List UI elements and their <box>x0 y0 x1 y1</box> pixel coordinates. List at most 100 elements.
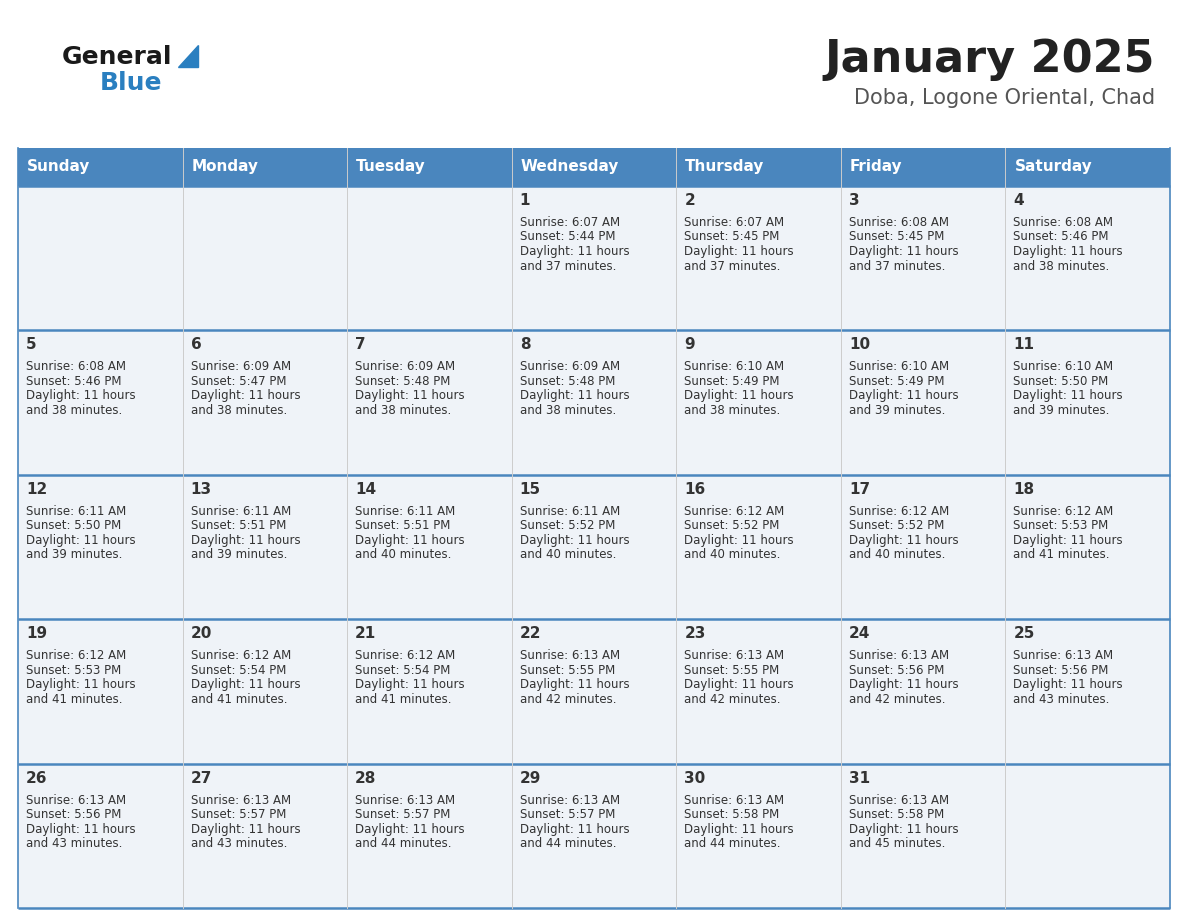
Text: 24: 24 <box>849 626 871 641</box>
Text: 11: 11 <box>1013 338 1035 353</box>
Text: Sunrise: 6:08 AM: Sunrise: 6:08 AM <box>26 361 126 374</box>
Text: and 45 minutes.: and 45 minutes. <box>849 837 946 850</box>
Bar <box>347 186 512 330</box>
Bar <box>512 764 676 908</box>
Bar <box>18 148 1170 186</box>
Text: Sunset: 5:49 PM: Sunset: 5:49 PM <box>849 375 944 388</box>
Text: Sunrise: 6:10 AM: Sunrise: 6:10 AM <box>1013 361 1113 374</box>
Text: 16: 16 <box>684 482 706 497</box>
Text: and 41 minutes.: and 41 minutes. <box>355 693 451 706</box>
Text: 27: 27 <box>190 770 211 786</box>
Text: Daylight: 11 hours: Daylight: 11 hours <box>190 533 301 547</box>
Bar <box>841 475 1005 620</box>
Bar <box>676 475 841 620</box>
Text: 15: 15 <box>519 482 541 497</box>
Text: and 40 minutes.: and 40 minutes. <box>849 548 946 561</box>
Text: 31: 31 <box>849 770 870 786</box>
Text: General: General <box>62 45 172 69</box>
Text: Sunset: 5:57 PM: Sunset: 5:57 PM <box>519 808 615 821</box>
Text: Sunset: 5:49 PM: Sunset: 5:49 PM <box>684 375 779 388</box>
Text: Sunset: 5:45 PM: Sunset: 5:45 PM <box>849 230 944 243</box>
Text: and 37 minutes.: and 37 minutes. <box>519 260 617 273</box>
Text: Sunrise: 6:12 AM: Sunrise: 6:12 AM <box>684 505 784 518</box>
Text: 7: 7 <box>355 338 366 353</box>
Text: and 43 minutes.: and 43 minutes. <box>26 837 122 850</box>
Text: Daylight: 11 hours: Daylight: 11 hours <box>519 389 630 402</box>
Bar <box>183 186 347 330</box>
Text: Sunday: Sunday <box>27 160 90 174</box>
Text: and 40 minutes.: and 40 minutes. <box>355 548 451 561</box>
Text: Sunrise: 6:13 AM: Sunrise: 6:13 AM <box>849 649 949 662</box>
Text: Daylight: 11 hours: Daylight: 11 hours <box>684 678 794 691</box>
Text: Daylight: 11 hours: Daylight: 11 hours <box>26 823 135 835</box>
Text: Daylight: 11 hours: Daylight: 11 hours <box>355 533 465 547</box>
Bar <box>183 764 347 908</box>
Text: and 39 minutes.: and 39 minutes. <box>26 548 122 561</box>
Bar <box>1005 330 1170 475</box>
Text: Sunrise: 6:13 AM: Sunrise: 6:13 AM <box>355 793 455 807</box>
Bar <box>183 330 347 475</box>
Bar <box>512 330 676 475</box>
Text: and 42 minutes.: and 42 minutes. <box>684 693 781 706</box>
Text: Sunset: 5:56 PM: Sunset: 5:56 PM <box>1013 664 1108 677</box>
Text: Sunset: 5:58 PM: Sunset: 5:58 PM <box>684 808 779 821</box>
Bar <box>347 620 512 764</box>
Text: Daylight: 11 hours: Daylight: 11 hours <box>519 245 630 258</box>
Text: Daylight: 11 hours: Daylight: 11 hours <box>1013 245 1123 258</box>
Text: Sunrise: 6:09 AM: Sunrise: 6:09 AM <box>519 361 620 374</box>
Text: Sunrise: 6:13 AM: Sunrise: 6:13 AM <box>26 793 126 807</box>
Text: Sunset: 5:55 PM: Sunset: 5:55 PM <box>684 664 779 677</box>
Text: 14: 14 <box>355 482 377 497</box>
Text: Sunset: 5:48 PM: Sunset: 5:48 PM <box>519 375 615 388</box>
Text: Daylight: 11 hours: Daylight: 11 hours <box>1013 678 1123 691</box>
Text: 28: 28 <box>355 770 377 786</box>
Text: Sunrise: 6:09 AM: Sunrise: 6:09 AM <box>190 361 291 374</box>
Text: 29: 29 <box>519 770 541 786</box>
Text: Sunrise: 6:12 AM: Sunrise: 6:12 AM <box>1013 505 1113 518</box>
Text: January 2025: January 2025 <box>824 38 1155 81</box>
Text: 2: 2 <box>684 193 695 208</box>
Text: and 43 minutes.: and 43 minutes. <box>1013 693 1110 706</box>
Text: 8: 8 <box>519 338 530 353</box>
Text: Daylight: 11 hours: Daylight: 11 hours <box>190 823 301 835</box>
Text: Sunset: 5:52 PM: Sunset: 5:52 PM <box>849 520 944 532</box>
Text: and 40 minutes.: and 40 minutes. <box>684 548 781 561</box>
Text: 4: 4 <box>1013 193 1024 208</box>
Bar <box>1005 186 1170 330</box>
Bar <box>676 330 841 475</box>
Bar <box>512 475 676 620</box>
Text: Sunrise: 6:13 AM: Sunrise: 6:13 AM <box>519 649 620 662</box>
Bar <box>18 475 183 620</box>
Text: Sunset: 5:58 PM: Sunset: 5:58 PM <box>849 808 944 821</box>
Text: Doba, Logone Oriental, Chad: Doba, Logone Oriental, Chad <box>854 88 1155 108</box>
Text: and 38 minutes.: and 38 minutes. <box>190 404 286 417</box>
Text: Sunset: 5:54 PM: Sunset: 5:54 PM <box>355 664 450 677</box>
Text: Sunset: 5:57 PM: Sunset: 5:57 PM <box>190 808 286 821</box>
Text: Daylight: 11 hours: Daylight: 11 hours <box>684 533 794 547</box>
Text: Daylight: 11 hours: Daylight: 11 hours <box>355 678 465 691</box>
Bar <box>841 330 1005 475</box>
Text: Sunset: 5:50 PM: Sunset: 5:50 PM <box>1013 375 1108 388</box>
Text: and 38 minutes.: and 38 minutes. <box>26 404 122 417</box>
Text: Sunrise: 6:10 AM: Sunrise: 6:10 AM <box>684 361 784 374</box>
Text: and 39 minutes.: and 39 minutes. <box>190 548 287 561</box>
Text: and 39 minutes.: and 39 minutes. <box>1013 404 1110 417</box>
Text: Daylight: 11 hours: Daylight: 11 hours <box>519 533 630 547</box>
Text: Daylight: 11 hours: Daylight: 11 hours <box>190 678 301 691</box>
Text: Sunrise: 6:11 AM: Sunrise: 6:11 AM <box>355 505 455 518</box>
Text: Daylight: 11 hours: Daylight: 11 hours <box>1013 389 1123 402</box>
Bar <box>18 330 183 475</box>
Text: Sunrise: 6:12 AM: Sunrise: 6:12 AM <box>849 505 949 518</box>
Text: Sunset: 5:52 PM: Sunset: 5:52 PM <box>684 520 779 532</box>
Text: Saturday: Saturday <box>1015 160 1092 174</box>
Text: and 42 minutes.: and 42 minutes. <box>519 693 617 706</box>
Text: 19: 19 <box>26 626 48 641</box>
Text: 1: 1 <box>519 193 530 208</box>
Text: Sunset: 5:46 PM: Sunset: 5:46 PM <box>1013 230 1108 243</box>
Text: 23: 23 <box>684 626 706 641</box>
Text: and 40 minutes.: and 40 minutes. <box>519 548 617 561</box>
Text: Blue: Blue <box>100 71 163 95</box>
Text: Sunrise: 6:13 AM: Sunrise: 6:13 AM <box>849 793 949 807</box>
Text: and 41 minutes.: and 41 minutes. <box>26 693 122 706</box>
Text: Daylight: 11 hours: Daylight: 11 hours <box>684 245 794 258</box>
